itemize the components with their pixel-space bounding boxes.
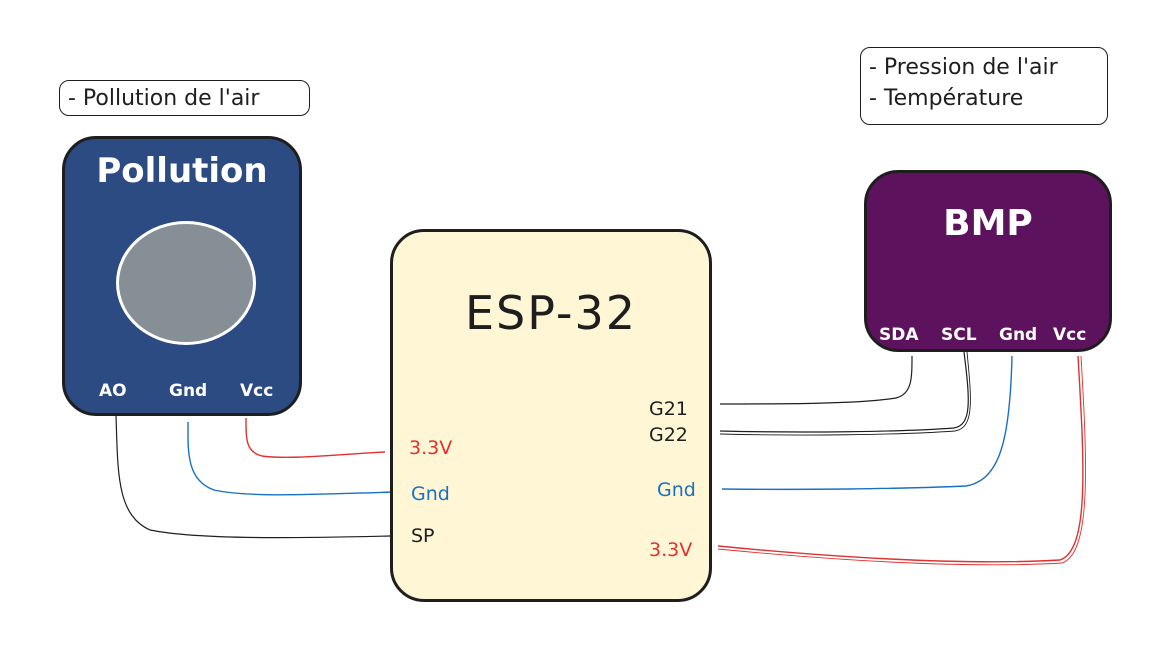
wire-pollution-ao-to-esp-sp [115, 415, 391, 539]
wire-esp-gnd-to-bmp-gnd [721, 355, 1013, 491]
pollution-sensor-title: Pollution [96, 151, 268, 191]
pollution-sensor-box: Pollution AO Gnd Vcc [62, 136, 302, 416]
pollution-pin-ao: AO [99, 381, 127, 401]
pollution-pin-gnd: Gnd [169, 381, 208, 401]
esp32-pin-gnd-left: Gnd [411, 483, 450, 505]
wire-esp-g22-to-bmp-scl-stroke2 [719, 351, 971, 436]
bmp-pin-scl: SCL [941, 325, 977, 345]
wire-pollution-gnd-to-esp-gnd [187, 421, 397, 496]
wire-esp-g21-to-bmp-sda [719, 355, 913, 405]
bmp-pin-vcc: Vcc [1053, 325, 1087, 345]
bmp-sensor-box: BMP SDA SCL Gnd Vcc [864, 170, 1112, 352]
esp32-pin-3v3-left: 3.3V [409, 437, 453, 459]
pollution-note: - Pollution de l'air [59, 80, 310, 116]
wire-pollution-vcc-to-esp-3v3 [245, 417, 386, 459]
pollution-pin-vcc: Vcc [240, 381, 274, 401]
esp32-box: ESP-32 3.3V Gnd SP G21 G22 Gnd 3.3V [390, 229, 712, 602]
bmp-sensor-title: BMP [943, 203, 1033, 244]
bmp-pin-sda: SDA [879, 325, 919, 345]
bmp-note-line-2: - Température [869, 86, 1024, 111]
pollution-note-text: - Pollution de l'air [68, 86, 260, 111]
esp32-pin-g21: G21 [649, 398, 688, 420]
wire-esp-3v3-to-bmp-vcc-stroke2 [717, 355, 1086, 566]
esp32-pin-sp: SP [411, 525, 435, 547]
esp32-title: ESP-32 [464, 286, 638, 340]
sensor-hole-icon [116, 221, 256, 345]
bmp-pin-gnd: Gnd [999, 325, 1038, 345]
wire-esp-3v3-to-bmp-vcc [717, 355, 1084, 563]
wire-esp-g22-to-bmp-scl [719, 351, 969, 433]
esp32-pin-3v3-right: 3.3V [649, 539, 693, 561]
esp32-pin-gnd-right: Gnd [657, 479, 696, 501]
esp32-pin-g22: G22 [649, 424, 688, 446]
bmp-note: - Pression de l'air - Température [860, 47, 1108, 125]
bmp-note-line-1: - Pression de l'air [869, 55, 1058, 80]
